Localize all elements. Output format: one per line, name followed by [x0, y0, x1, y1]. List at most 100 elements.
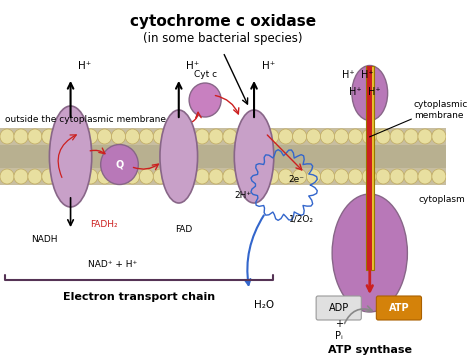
Circle shape	[181, 169, 195, 184]
Ellipse shape	[234, 110, 274, 203]
Circle shape	[432, 169, 446, 184]
Circle shape	[167, 129, 181, 144]
Circle shape	[264, 169, 279, 184]
Circle shape	[432, 129, 446, 144]
Circle shape	[320, 129, 335, 144]
Circle shape	[42, 129, 56, 144]
Text: H⁺: H⁺	[349, 87, 362, 97]
Circle shape	[42, 169, 56, 184]
Circle shape	[167, 169, 181, 184]
Circle shape	[279, 129, 293, 144]
Text: FAD: FAD	[175, 225, 192, 234]
Circle shape	[0, 169, 14, 184]
Text: FADH₂: FADH₂	[90, 220, 117, 229]
Text: H⁺: H⁺	[262, 61, 275, 71]
Text: H⁺: H⁺	[361, 70, 373, 80]
Circle shape	[83, 169, 98, 184]
Circle shape	[362, 129, 376, 144]
Text: NADH: NADH	[31, 235, 57, 244]
FancyBboxPatch shape	[316, 296, 361, 320]
Circle shape	[390, 129, 404, 144]
Text: cytoplasmic
membrane: cytoplasmic membrane	[414, 100, 468, 121]
Circle shape	[14, 129, 28, 144]
Circle shape	[98, 169, 112, 184]
Ellipse shape	[49, 106, 92, 207]
Circle shape	[320, 169, 335, 184]
Circle shape	[390, 169, 404, 184]
Circle shape	[223, 129, 237, 144]
Text: ATP synthase: ATP synthase	[328, 345, 412, 355]
Circle shape	[307, 129, 320, 144]
Circle shape	[334, 129, 348, 144]
Ellipse shape	[352, 66, 388, 121]
Text: H⁺: H⁺	[186, 61, 200, 71]
Circle shape	[98, 129, 112, 144]
Circle shape	[126, 129, 139, 144]
Circle shape	[139, 129, 154, 144]
Circle shape	[83, 129, 98, 144]
Circle shape	[0, 129, 14, 144]
Text: cytoplasm: cytoplasm	[419, 195, 465, 205]
Text: ATP: ATP	[389, 303, 409, 313]
Circle shape	[404, 129, 418, 144]
Circle shape	[251, 129, 265, 144]
Text: outside the cytoplasmic membrane: outside the cytoplasmic membrane	[5, 115, 166, 125]
Circle shape	[111, 129, 126, 144]
Circle shape	[70, 129, 84, 144]
Text: H⁺: H⁺	[342, 70, 355, 80]
Text: 1/2O₂: 1/2O₂	[289, 215, 314, 224]
Text: Electron transport chain: Electron transport chain	[63, 292, 215, 302]
Circle shape	[181, 129, 195, 144]
Circle shape	[111, 169, 126, 184]
Text: NAD⁺ + H⁺: NAD⁺ + H⁺	[88, 260, 137, 269]
Circle shape	[139, 169, 154, 184]
Circle shape	[126, 169, 139, 184]
Text: H⁺: H⁺	[78, 61, 91, 71]
Text: +: +	[335, 319, 343, 329]
Circle shape	[237, 129, 251, 144]
Circle shape	[56, 169, 70, 184]
Circle shape	[237, 169, 251, 184]
Circle shape	[404, 169, 418, 184]
Circle shape	[195, 129, 209, 144]
Text: 2H⁺: 2H⁺	[234, 190, 251, 199]
Circle shape	[376, 169, 390, 184]
Circle shape	[307, 169, 320, 184]
Bar	[365, 66, 374, 270]
FancyBboxPatch shape	[376, 296, 421, 320]
Text: Cyt c: Cyt c	[193, 70, 217, 79]
Bar	[0, 145, 446, 168]
Circle shape	[223, 169, 237, 184]
Circle shape	[362, 169, 376, 184]
Circle shape	[153, 129, 167, 144]
Ellipse shape	[160, 110, 198, 203]
Ellipse shape	[332, 194, 407, 312]
Circle shape	[348, 129, 363, 144]
Circle shape	[153, 169, 167, 184]
Text: Pᵢ: Pᵢ	[335, 331, 343, 341]
Circle shape	[264, 129, 279, 144]
Circle shape	[209, 169, 223, 184]
Text: H₂O: H₂O	[254, 300, 274, 310]
Text: Q: Q	[115, 160, 124, 169]
Text: ADP: ADP	[328, 303, 349, 313]
Circle shape	[334, 169, 348, 184]
Text: (in some bacterial species): (in some bacterial species)	[143, 32, 303, 45]
Circle shape	[418, 129, 432, 144]
Text: cytochrome c oxidase: cytochrome c oxidase	[130, 14, 316, 29]
Circle shape	[189, 83, 221, 117]
Circle shape	[418, 169, 432, 184]
Circle shape	[28, 169, 42, 184]
Bar	[0, 128, 446, 185]
Circle shape	[28, 129, 42, 144]
Circle shape	[195, 169, 209, 184]
Circle shape	[292, 129, 307, 144]
Circle shape	[279, 169, 293, 184]
Bar	[367, 66, 372, 270]
Circle shape	[348, 169, 363, 184]
Circle shape	[376, 129, 390, 144]
Circle shape	[209, 129, 223, 144]
Circle shape	[14, 169, 28, 184]
Circle shape	[70, 169, 84, 184]
Text: 2e⁻: 2e⁻	[289, 176, 305, 185]
